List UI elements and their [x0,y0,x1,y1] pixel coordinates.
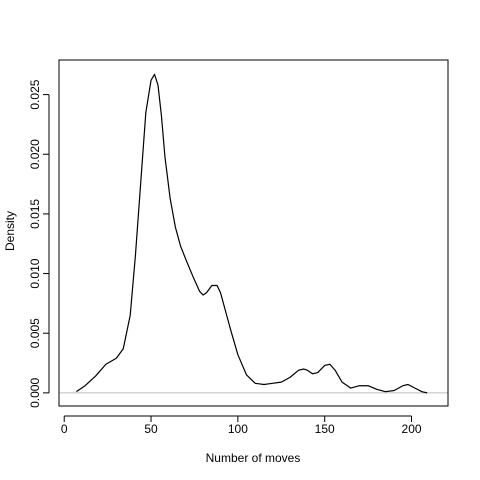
x-tick-label: 50 [144,422,158,436]
y-tick-label: 0.005 [28,318,42,348]
plot-frame [58,59,449,407]
x-tick-label: 200 [402,422,422,436]
x-tick-label: 150 [315,422,335,436]
y-tick-label: 0.000 [28,378,42,408]
density-line [76,73,428,394]
x-tick-label: 100 [228,422,248,436]
x-axis-title: Number of moves [206,451,301,465]
y-tick-label: 0.025 [28,79,42,109]
y-tick-label: 0.020 [28,139,42,169]
plot-layer: 0 50 100 150 200 0.000 0.005 0.010 0.015 0.020 0.0… [28,59,449,436]
y-axis-title: Density [3,211,17,251]
x-tick-label: 0 [61,422,68,436]
y-tick-label: 0.010 [28,258,42,288]
y-tick-label: 0.015 [28,199,42,229]
